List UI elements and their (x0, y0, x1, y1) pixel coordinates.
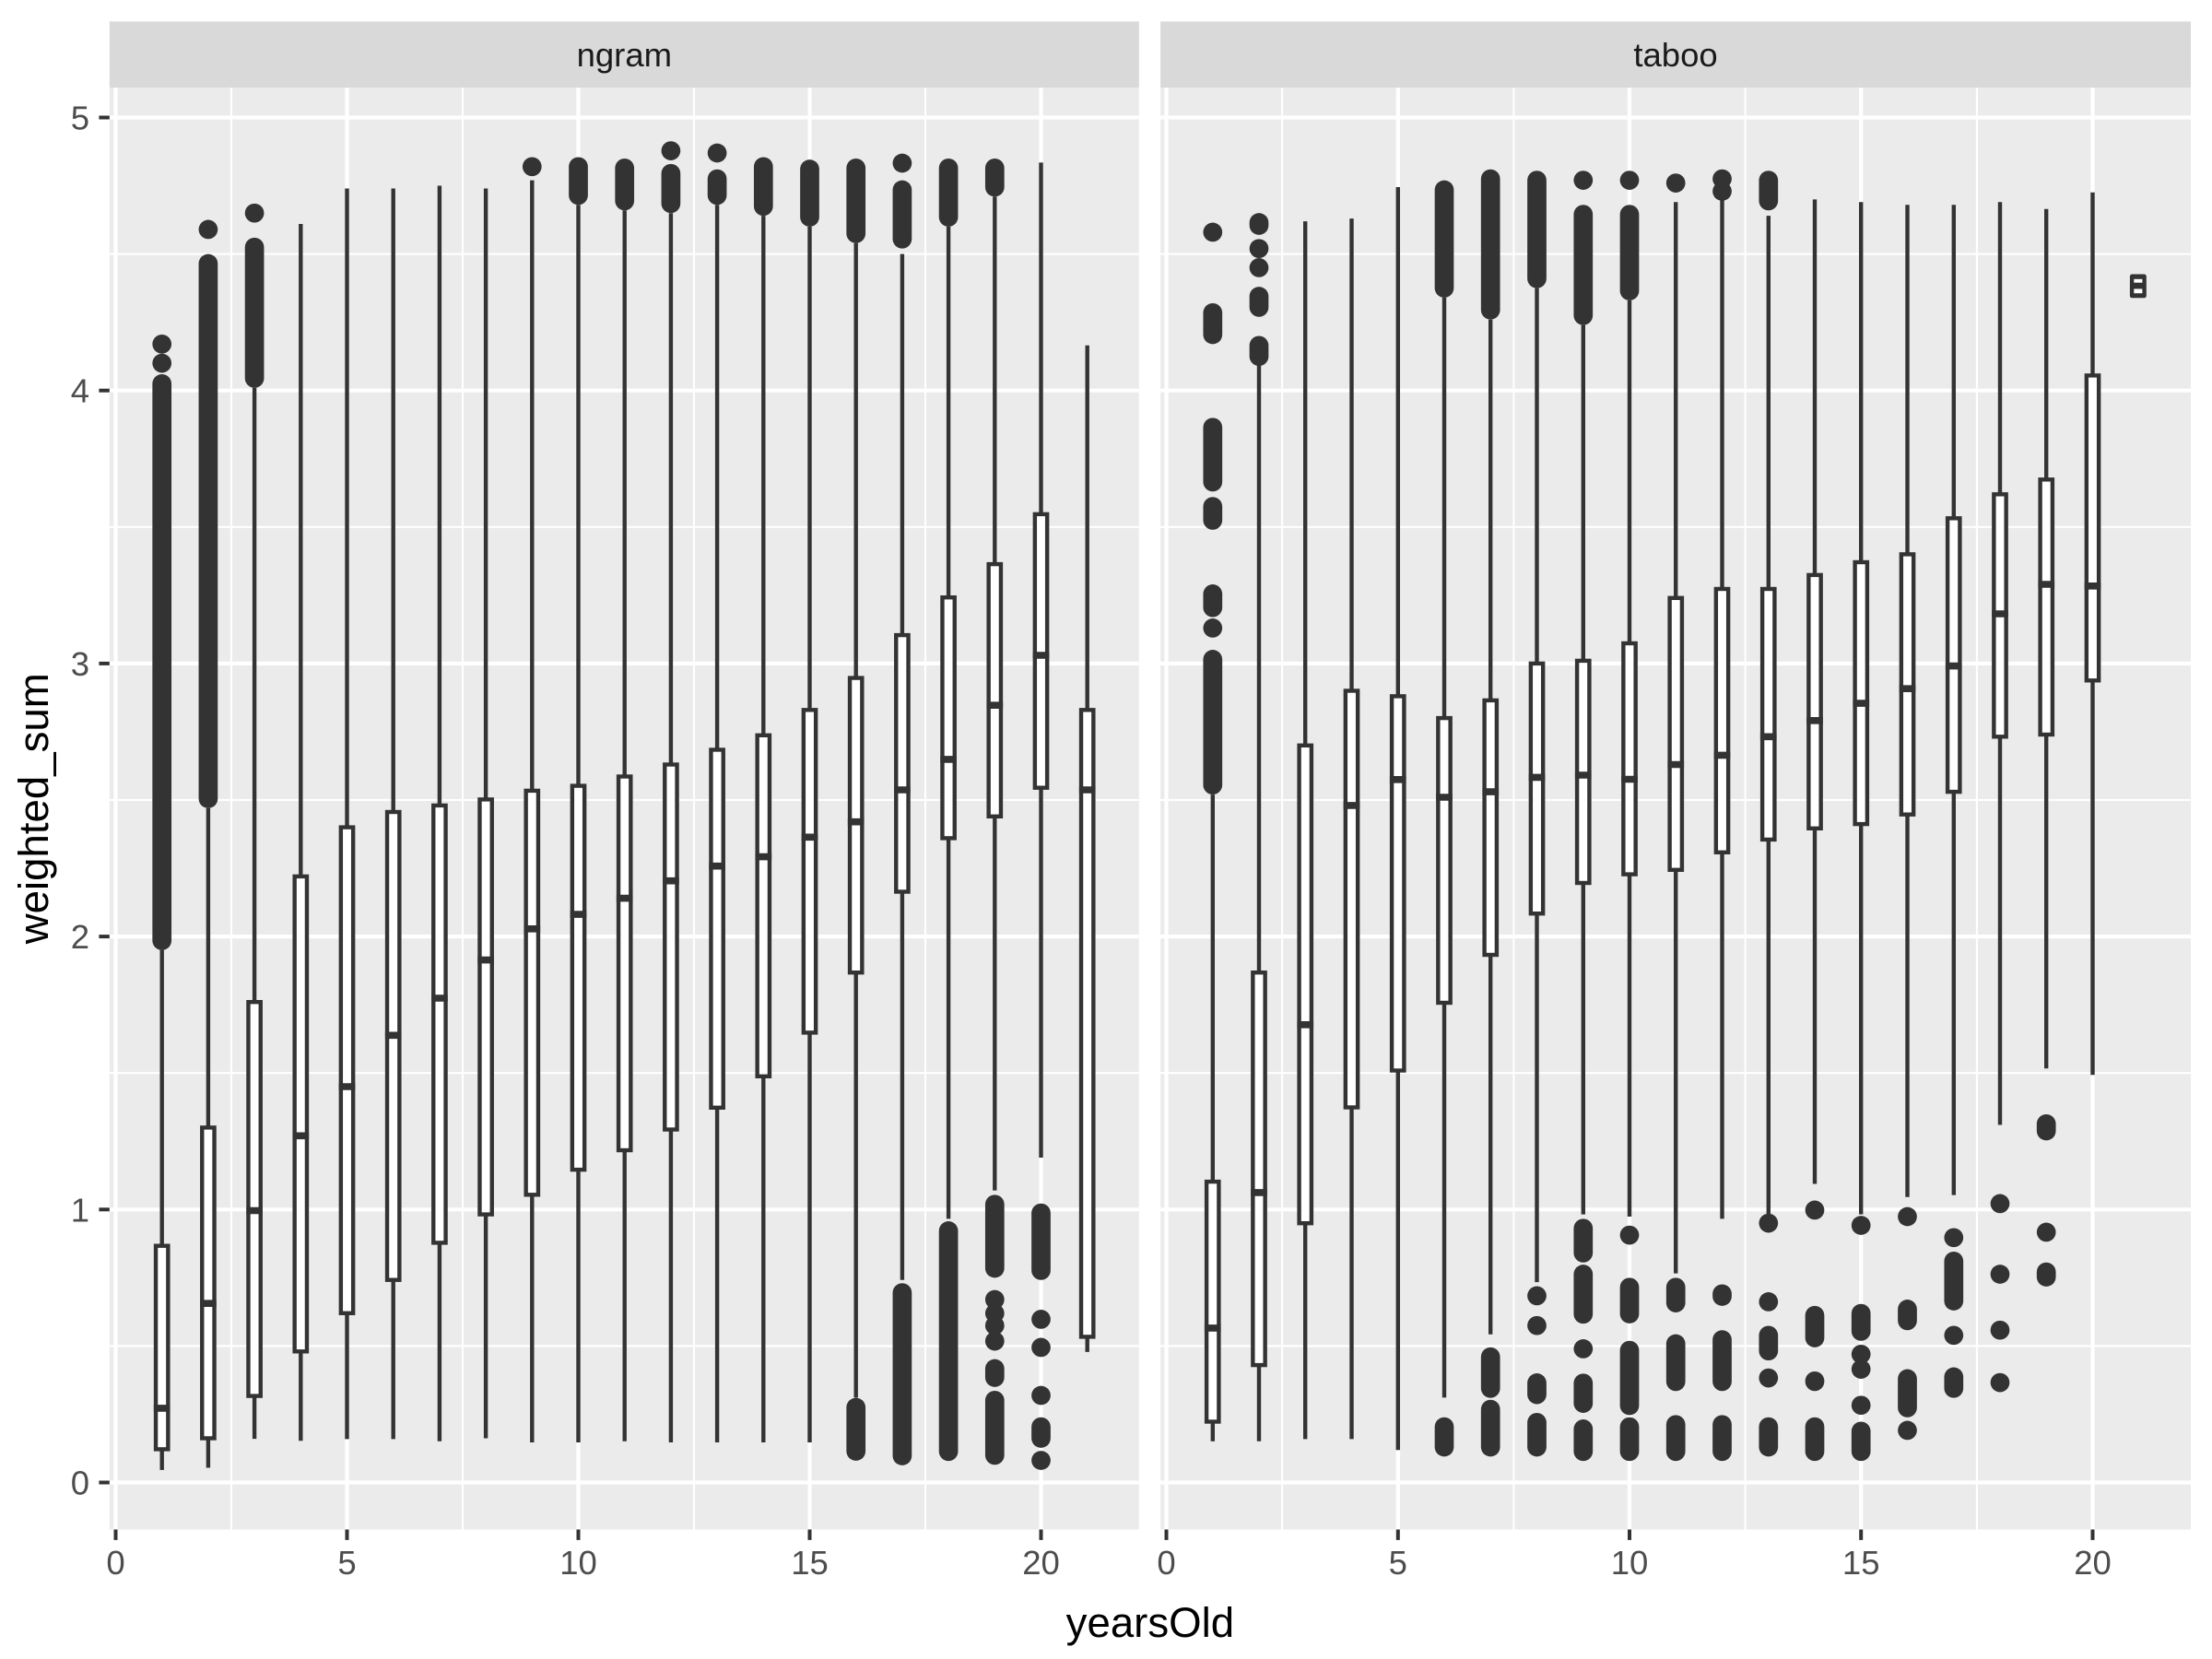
svg-text:5: 5 (1389, 1544, 1407, 1582)
svg-text:5: 5 (337, 1544, 356, 1582)
svg-text:10: 10 (559, 1544, 597, 1582)
svg-text:15: 15 (1842, 1544, 1880, 1582)
svg-text:3: 3 (71, 645, 89, 683)
svg-text:1: 1 (71, 1191, 89, 1229)
svg-text:0: 0 (71, 1465, 89, 1502)
svg-text:20: 20 (2074, 1544, 2112, 1582)
svg-text:15: 15 (791, 1544, 829, 1582)
svg-text:2: 2 (71, 918, 89, 956)
svg-text:0: 0 (106, 1544, 124, 1582)
svg-text:5: 5 (71, 100, 89, 137)
svg-text:20: 20 (1022, 1544, 1060, 1582)
svg-text:ngram: ngram (577, 36, 672, 74)
svg-text:10: 10 (1611, 1544, 1649, 1582)
svg-text:4: 4 (71, 372, 89, 410)
svg-text:taboo: taboo (1633, 36, 1717, 74)
svg-text:weighted_sum: weighted_sum (10, 673, 57, 945)
svg-text:0: 0 (1157, 1544, 1175, 1582)
svg-text:yearsOld: yearsOld (1066, 1599, 1234, 1646)
